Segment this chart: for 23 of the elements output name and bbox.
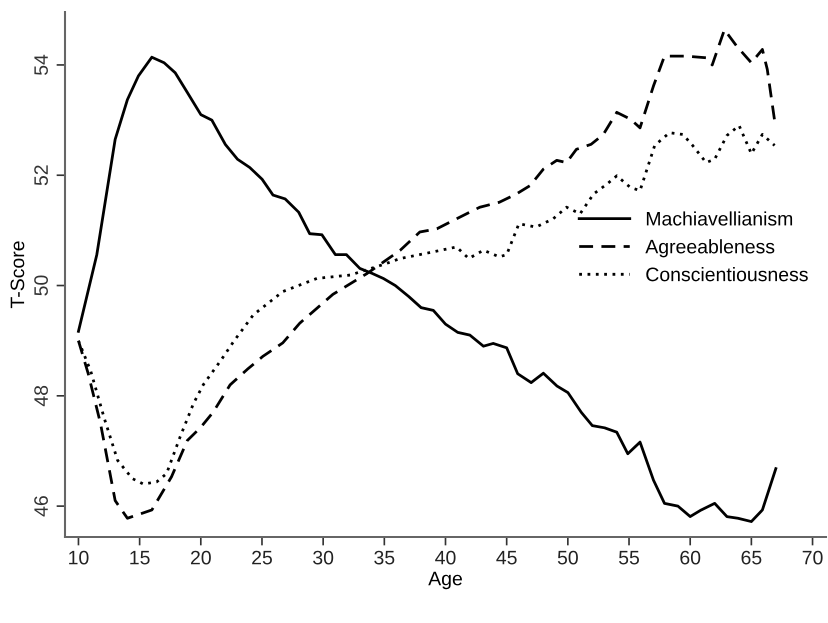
legend-label: Conscientiousness bbox=[646, 267, 808, 282]
x-tick-label: 70 bbox=[802, 550, 823, 564]
x-tick-label: 25 bbox=[252, 550, 272, 564]
x-tick-label: 50 bbox=[558, 550, 578, 564]
x-tick-label: 35 bbox=[374, 550, 394, 564]
y-tick-label: 50 bbox=[34, 275, 48, 296]
x-tick-label: 15 bbox=[130, 550, 150, 564]
x-tick-label: 30 bbox=[313, 550, 334, 564]
x-tick-label: 20 bbox=[190, 550, 211, 564]
legend-label: Agreeableness bbox=[645, 239, 774, 258]
x-tick-label: 65 bbox=[742, 550, 762, 564]
x-tick-label: 40 bbox=[435, 550, 456, 564]
x-axis-title: Age bbox=[428, 572, 462, 590]
y-axis-title: T-Score bbox=[10, 241, 24, 308]
x-tick-label: 55 bbox=[618, 550, 640, 564]
y-tick-label: 52 bbox=[34, 165, 48, 186]
x-tick-label: 10 bbox=[69, 550, 89, 564]
y-tick-label: 54 bbox=[34, 54, 48, 75]
y-tick-label: 46 bbox=[34, 496, 48, 516]
x-tick-label: 45 bbox=[496, 550, 517, 564]
legend-label: Machiavellianism bbox=[646, 211, 792, 226]
x-tick-label: 60 bbox=[680, 550, 700, 564]
y-tick-label: 48 bbox=[34, 386, 48, 406]
